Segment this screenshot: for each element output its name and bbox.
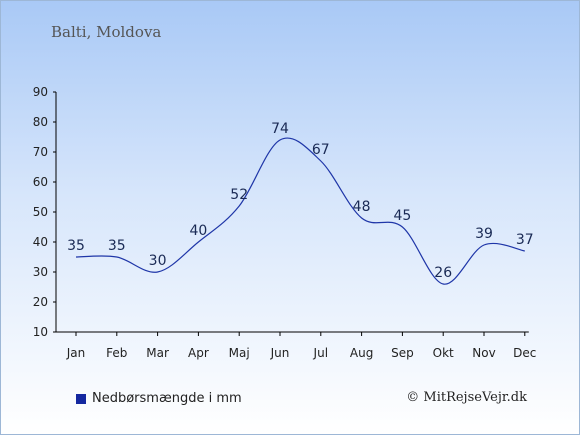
- y-tick-label: 40: [33, 235, 48, 249]
- data-label: 74: [271, 121, 289, 137]
- data-label: 35: [67, 238, 85, 254]
- y-tick-label: 10: [33, 325, 48, 339]
- y-tick-label: 50: [33, 205, 48, 219]
- x-tick-label: Jul: [313, 346, 328, 360]
- chart-title: Balti, Moldova: [51, 23, 162, 41]
- data-label: 52: [230, 187, 248, 203]
- credit-text: © MitRejseVejr.dk: [406, 390, 527, 405]
- legend: Nedbørsmængde i mm: [76, 391, 242, 406]
- data-label: 45: [393, 208, 411, 224]
- data-label: 26: [434, 265, 452, 281]
- x-tick-label: Nov: [472, 346, 495, 360]
- y-tick-label: 70: [33, 145, 48, 159]
- x-tick-label: Dec: [513, 346, 536, 360]
- data-label: 67: [312, 142, 330, 158]
- x-tick-label: Jan: [66, 346, 86, 360]
- x-tick-label: Jun: [270, 346, 290, 360]
- y-tick-label: 60: [33, 175, 48, 189]
- legend-swatch: [76, 393, 86, 404]
- data-label: 35: [108, 238, 126, 254]
- x-tick-label: Feb: [106, 346, 127, 360]
- y-tick-label: 20: [33, 295, 48, 309]
- data-label: 39: [475, 226, 493, 242]
- data-label: 30: [149, 253, 167, 269]
- data-label: 40: [189, 223, 207, 239]
- legend-label: Nedbørsmængde i mm: [92, 391, 242, 406]
- y-tick-label: 80: [33, 115, 48, 129]
- y-tick-label: 30: [33, 265, 48, 279]
- y-tick-label: 90: [33, 85, 48, 99]
- series-line: [75, 137, 525, 285]
- x-tick-label: Sep: [391, 346, 414, 360]
- x-tick-label: Maj: [229, 346, 250, 360]
- x-tick-label: Apr: [188, 346, 209, 360]
- data-label: 37: [516, 232, 534, 248]
- x-tick-label: Aug: [350, 346, 373, 360]
- data-label: 48: [353, 199, 371, 215]
- x-tick-label: Mar: [146, 346, 169, 360]
- x-tick-label: Okt: [433, 346, 454, 360]
